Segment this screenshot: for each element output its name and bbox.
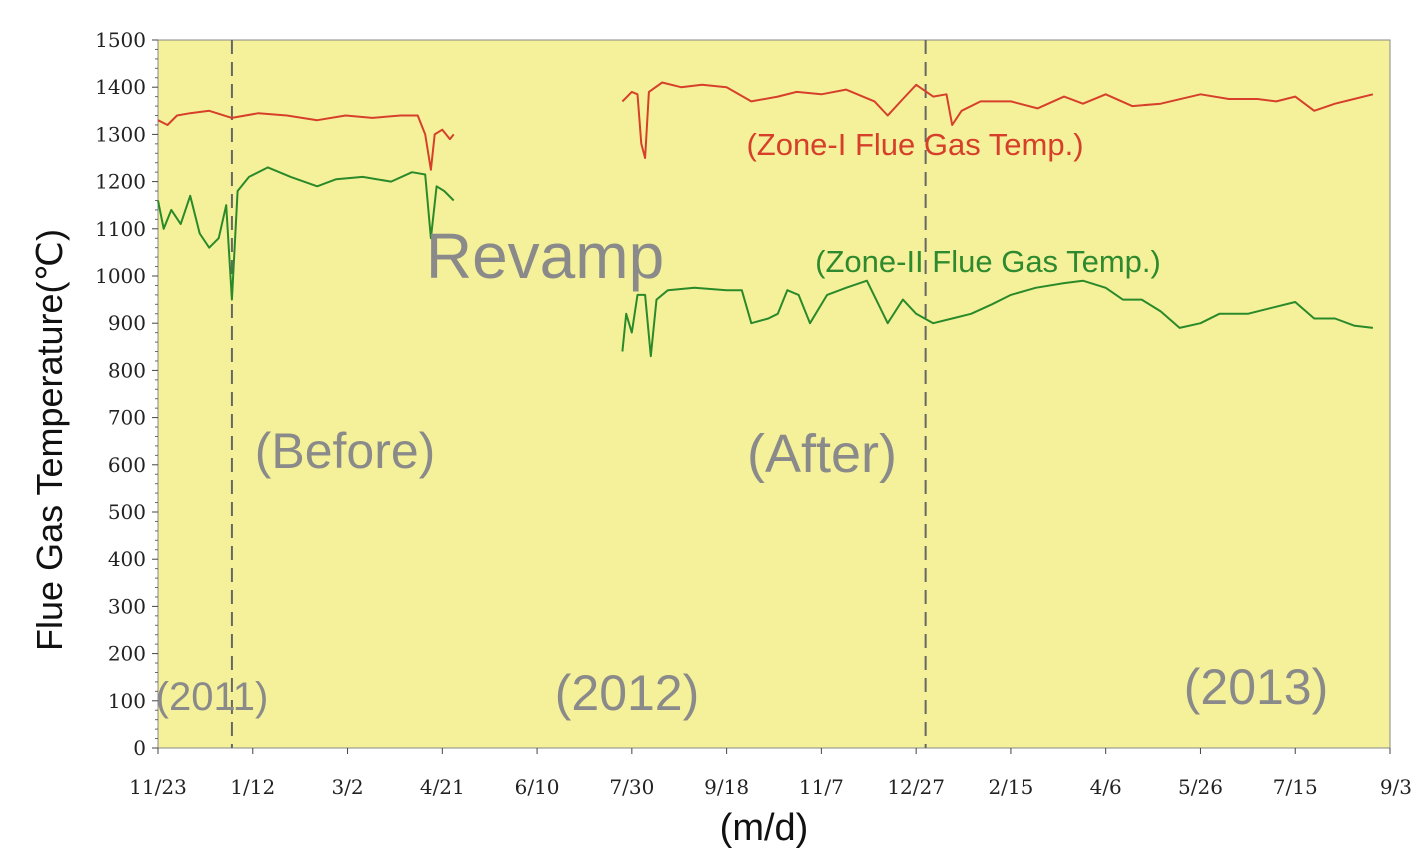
y-tick-label: 700 <box>108 406 146 430</box>
y-tick-label: 1200 <box>95 170 146 194</box>
x-tick-label: 11/23 <box>129 775 187 799</box>
y-tick-label: 300 <box>108 594 146 618</box>
y-tick-label: 1500 <box>95 28 146 52</box>
y-tick-label: 100 <box>108 689 146 713</box>
x-tick-label: 2/15 <box>988 775 1033 799</box>
x-tick-label: 9/3 <box>1380 775 1412 799</box>
zone-1-series-line <box>621 81 1374 159</box>
y-tick-label: 1100 <box>95 217 146 241</box>
y-tick-label: 200 <box>108 642 146 666</box>
y-tick-label: 1000 <box>95 264 146 288</box>
y-tick-label: 0 <box>133 736 146 760</box>
annotation-label: (After) <box>747 424 897 484</box>
zone-2-series-line <box>621 279 1374 358</box>
annotation-label: (2013) <box>1184 659 1329 715</box>
x-tick-label: 6/10 <box>515 775 560 799</box>
x-tick-label: 4/21 <box>420 775 465 799</box>
y-tick-label: 500 <box>108 500 146 524</box>
y-axis: 0 100 200 300 400 500 600 700 800 900 1000 1100 1200… <box>95 28 158 760</box>
annotations: (Zone-I Flue Gas Temp.) (Zone-II Flue Gas… <box>156 127 1329 721</box>
x-tick-label: 7/15 <box>1273 775 1318 799</box>
y-axis-label: Flue Gas Temperature(℃) <box>29 229 70 651</box>
y-tick-label: 600 <box>108 453 146 477</box>
annotation-label: (Before) <box>255 423 436 479</box>
x-tick-label: 5/26 <box>1178 775 1223 799</box>
plot-area <box>157 39 1391 749</box>
zone-1-series-line <box>157 109 455 171</box>
annotation-label: Revamp <box>426 220 664 292</box>
x-tick-label: 1/12 <box>230 775 275 799</box>
x-axis: 11/23 1/12 3/2 4/21 6/10 7/30 9/18 11/7 12/27 2/1… <box>129 748 1412 799</box>
y-tick-label: 900 <box>108 311 146 335</box>
x-tick-label: 4/6 <box>1090 775 1122 799</box>
annotation-label: (Zone-II Flue Gas Temp.) <box>815 244 1161 279</box>
period-divider-lines <box>230 40 927 748</box>
zone-2-series-line <box>157 166 455 301</box>
x-tick-label: 12/27 <box>887 775 945 799</box>
series-lines <box>157 81 1374 358</box>
x-tick-label: 11/7 <box>799 775 844 799</box>
y-tick-label: 800 <box>108 358 146 382</box>
annotation-label: (2012) <box>555 665 700 721</box>
annotation-label: (Zone-I Flue Gas Temp.) <box>746 127 1083 162</box>
x-tick-label: 7/30 <box>609 775 654 799</box>
y-tick-label: 1400 <box>95 75 146 99</box>
x-tick-label: 9/18 <box>704 775 749 799</box>
annotation-label: (2011) <box>156 675 269 719</box>
y-tick-label: 1300 <box>95 122 146 146</box>
x-axis-label: (m/d) <box>720 807 809 849</box>
y-tick-label: 400 <box>108 547 146 571</box>
x-tick-label: 3/2 <box>331 775 363 799</box>
